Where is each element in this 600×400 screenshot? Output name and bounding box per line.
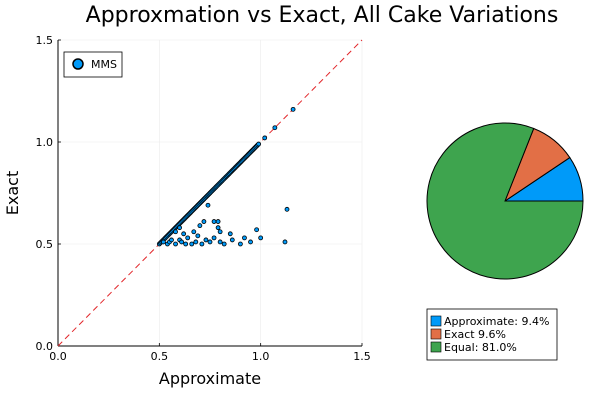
scatter-point [181,231,187,237]
scatter-point [282,239,288,245]
scatter-point [227,231,233,237]
y-tick-label: 1.5 [36,34,54,47]
pie-legend: Approximate: 9.4%Exact 9.6%Equal: 81.0% [426,308,558,361]
scatter-point [256,141,262,147]
y-axis-label: Exact [3,171,22,215]
scatter-point [177,225,183,231]
scatter-point [258,235,264,241]
scatter-point [272,125,278,131]
scatter-point [221,241,227,247]
scatter-point [173,241,178,247]
scatter-point [169,237,174,243]
x-tick-label: 1.0 [252,350,270,363]
scatter-point [211,219,217,224]
pie-panel: Approximate: 9.4%Exact 9.6%Equal: 81.0% [426,122,584,361]
pie-legend-label: Exact 9.6% [444,328,506,341]
scatter-point [193,239,199,245]
scatter-point [217,239,223,245]
scatter-point [201,219,207,224]
tick-labels: 0.00.0 0.5 0.5 1.0 1.0 1.5 1.5 [36,34,371,363]
y-tick-label: 0.0 [36,340,54,353]
scatter-point [254,227,260,233]
scatter-point [191,229,197,235]
scatter-point [160,239,166,245]
scatter-point [189,241,195,247]
scatter-point [237,241,243,247]
scatter-point [203,237,209,243]
scatter-point [173,229,178,235]
scatter-point [262,135,268,141]
y-tick-label: 0.5 [36,238,54,251]
x-tick-label: 0.0 [49,350,67,363]
legend-label-mms: MMS [91,58,117,71]
pie-legend-swatch [430,315,442,327]
scatter-point [215,219,221,224]
chart-title: Approxmation vs Exact, All Cake Variatio… [86,3,559,28]
pie-slice [426,122,584,280]
scatter-point [290,106,296,112]
scatter-point [207,239,213,245]
scatter-point [211,235,217,241]
scatter-legend: MMS [63,51,123,78]
scatter-point [185,235,191,241]
scatter-point [197,223,203,229]
scatter-point [215,225,221,231]
pie-legend-box [426,308,558,361]
pie-legend-label: Approximate: 9.4% [444,315,549,328]
scatter-point [217,229,223,235]
scatter-points [156,106,296,247]
scatter-point [284,206,290,212]
pie-legend-label: Equal: 81.0% [444,341,517,354]
scatter-point [179,239,185,245]
x-axis-label: Approximate [159,369,261,388]
pie-legend-swatch [430,341,442,353]
y-tick-label: 1.0 [36,136,54,149]
scatter-point [199,241,205,247]
x-tick-label: 0.5 [151,350,169,363]
scatter-point [229,237,235,243]
pie-slices [426,122,584,280]
scatter-point [205,202,211,208]
scatter-point [242,235,247,241]
scatter-panel: 0.00.0 0.5 0.5 1.0 1.0 1.5 1.5 Approximate Exa… [3,34,371,388]
pie-legend-swatch [430,328,442,340]
scatter-point [195,233,201,239]
x-tick-label: 1.5 [353,350,371,363]
scatter-point [248,239,253,245]
legend-marker [72,58,84,70]
scatter-point [183,241,189,247]
